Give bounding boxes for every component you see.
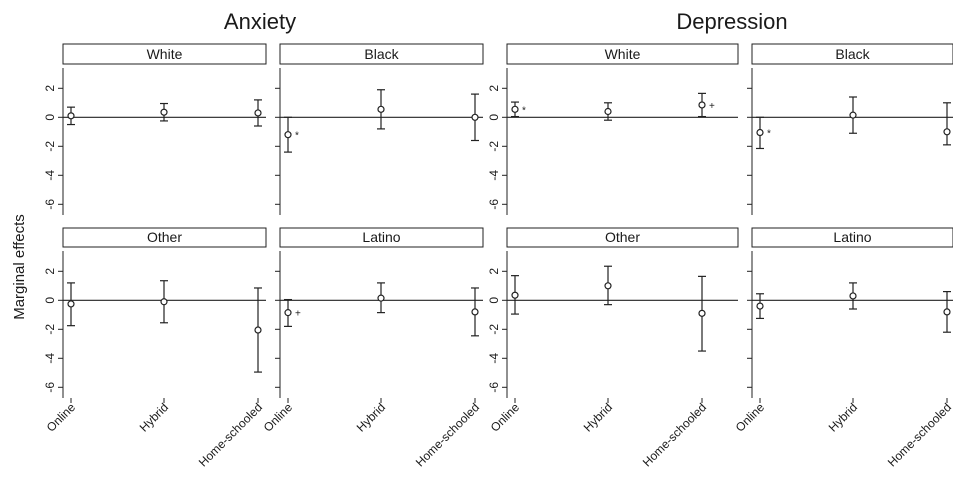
point-anxiety-black-home-schooled <box>471 113 479 121</box>
point-anxiety-black-hybrid <box>377 105 385 113</box>
point-anxiety-black-online <box>284 131 292 139</box>
strip-label-anxiety-other: Other <box>147 229 182 245</box>
significance-marker-anxiety-black: * <box>295 131 299 142</box>
y-tick-label: 2 <box>43 268 57 275</box>
panel-depression-other: Other 2 0 -2 -4 -6 Online Hybrid Home-schooled <box>487 227 739 470</box>
strip-label-anxiety-black: Black <box>364 46 399 62</box>
panel-anxiety-latino: Latino Online Hybrid Home-schooled + <box>261 227 484 470</box>
strip-depression-other <box>506 227 739 248</box>
significance-marker-depression-white: + <box>709 101 715 112</box>
strip-label-depression-other: Other <box>605 229 640 245</box>
point-anxiety-latino-hybrid <box>377 294 385 302</box>
strip-anxiety-latino <box>279 227 484 248</box>
point-anxiety-white-online <box>67 112 75 120</box>
point-depression-white-hybrid <box>604 107 612 116</box>
y-axis-title: Marginal effects <box>11 214 28 320</box>
point-depression-other-home-schooled <box>698 309 706 317</box>
x-category-label: Online <box>733 400 768 435</box>
y-tick-label: -6 <box>487 382 501 393</box>
y-tick-label: -4 <box>43 170 57 181</box>
y-tick-label: -2 <box>487 324 501 335</box>
panel-depression-black: Black * <box>747 43 953 215</box>
panel-anxiety-black: Black * <box>275 43 484 215</box>
point-anxiety-white-hybrid <box>160 108 168 116</box>
y-tick-label: 2 <box>487 268 501 275</box>
significance-marker-anxiety-latino: + <box>295 309 301 320</box>
strip-depression-white <box>506 43 739 65</box>
figure-titles: Anxiety Depression <box>224 9 788 34</box>
strip-depression-black <box>751 43 953 65</box>
point-depression-other-hybrid <box>604 282 612 290</box>
y-tick-label: -2 <box>43 141 57 152</box>
point-anxiety-other-home-schooled <box>254 326 262 334</box>
y-tick-label: -4 <box>487 353 501 364</box>
point-depression-black-hybrid <box>849 111 857 119</box>
strip-anxiety-other <box>62 227 267 248</box>
y-tick-label: -4 <box>43 353 57 364</box>
strip-label-depression-black: Black <box>835 46 870 62</box>
title-anxiety: Anxiety <box>224 9 296 34</box>
panel-anxiety-other: Other 2 0 -2 -4 -6 Online Hybrid Home-schooled <box>43 227 267 470</box>
x-category-label: Online <box>488 400 523 435</box>
strip-label-depression-latino: Latino <box>833 229 871 245</box>
x-category-label: Hybrid <box>826 400 860 434</box>
y-tick-label: -2 <box>487 141 501 152</box>
y-tick-label: -6 <box>43 382 57 393</box>
point-depression-latino-hybrid <box>849 292 857 300</box>
x-category-label: Home-schooled <box>413 400 482 469</box>
point-depression-latino-home-schooled <box>943 308 951 316</box>
x-category-label: Hybrid <box>581 400 615 434</box>
panel-depression-latino: Latino Online Hybrid Home-schooled <box>733 227 953 470</box>
strip-depression-latino <box>751 227 953 248</box>
point-depression-black-online <box>756 128 764 137</box>
point-depression-latino-online <box>756 302 764 310</box>
y-tick-label: 0 <box>43 114 57 121</box>
point-anxiety-other-online <box>67 300 75 308</box>
panel-anxiety-white: White 2 0 -2 -4 -6 <box>43 43 267 215</box>
title-depression: Depression <box>676 9 787 34</box>
x-category-label: Home-schooled <box>196 400 265 469</box>
panel-grid: White 2 0 -2 -4 -6 Black * Other 2 0 -2 -4 -6 Online Hy… <box>43 43 953 470</box>
point-depression-black-home-schooled <box>943 128 951 136</box>
y-tick-label: -2 <box>43 324 57 335</box>
strip-label-anxiety-latino: Latino <box>362 229 400 245</box>
y-tick-label: 0 <box>487 114 501 121</box>
strip-label-depression-white: White <box>605 46 641 62</box>
x-category-label: Home-schooled <box>885 400 953 469</box>
y-tick-label: 0 <box>43 297 57 304</box>
point-depression-white-home-schooled <box>698 101 706 109</box>
strip-anxiety-black <box>279 43 484 65</box>
point-anxiety-latino-online <box>284 309 292 317</box>
y-tick-label: 0 <box>487 297 501 304</box>
x-category-label: Online <box>44 400 79 435</box>
strip-anxiety-white <box>62 43 267 65</box>
significance-marker-depression-white: * <box>522 105 526 116</box>
x-category-label: Hybrid <box>354 400 388 434</box>
x-category-label: Online <box>261 400 296 435</box>
point-anxiety-other-hybrid <box>160 298 168 306</box>
strip-label-anxiety-white: White <box>147 46 183 62</box>
y-tick-label: -6 <box>487 199 501 210</box>
point-anxiety-white-home-schooled <box>254 109 262 117</box>
y-tick-label: 2 <box>487 85 501 92</box>
point-anxiety-latino-home-schooled <box>471 308 479 316</box>
point-depression-other-online <box>511 291 519 299</box>
significance-marker-depression-black: * <box>767 129 771 140</box>
panel-depression-white: White 2 0 -2 -4 -6 * + <box>487 43 739 215</box>
point-depression-white-online <box>511 105 519 113</box>
x-category-label: Hybrid <box>137 400 171 434</box>
y-tick-label: -4 <box>487 170 501 181</box>
y-tick-label: 2 <box>43 85 57 92</box>
y-tick-label: -6 <box>43 199 57 210</box>
x-category-label: Home-schooled <box>640 400 709 469</box>
